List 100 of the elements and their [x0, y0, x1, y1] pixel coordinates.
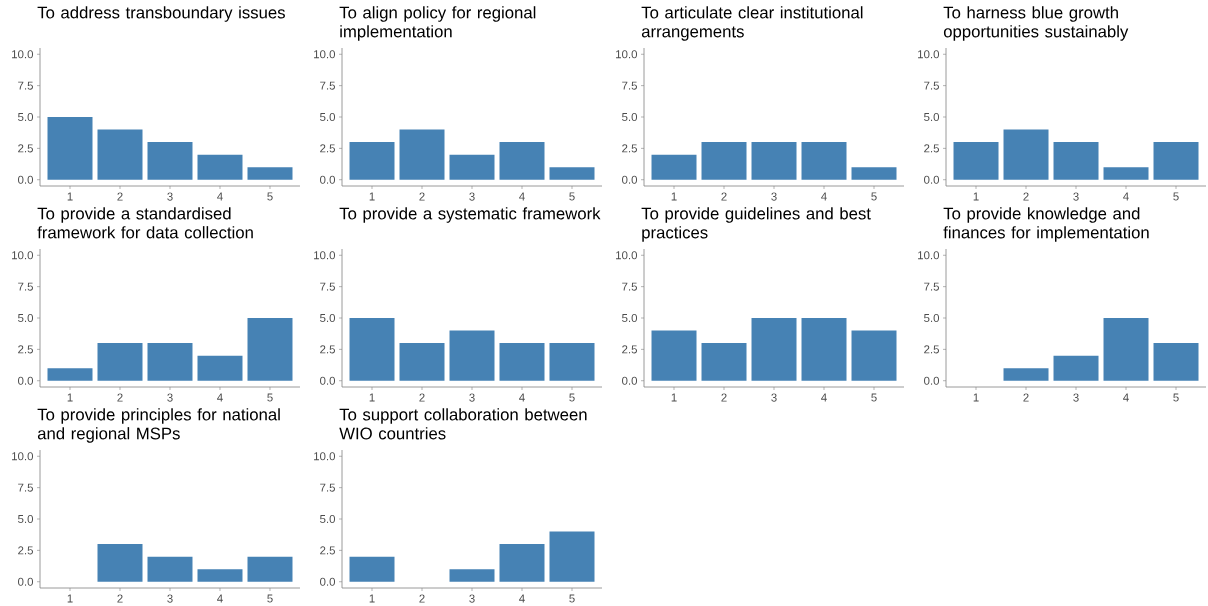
x-tick-label: 3 — [167, 393, 173, 402]
y-tick-label: 5.0 — [622, 313, 638, 323]
x-tick-label: 2 — [419, 594, 425, 603]
x-tick-label: 5 — [1173, 192, 1179, 201]
y-tick-label: 7.5 — [18, 282, 33, 291]
x-tick-label: 5 — [569, 192, 575, 201]
x-tick-label: 4 — [519, 393, 525, 402]
x-tick-label: 5 — [1173, 393, 1179, 402]
bar — [1153, 142, 1199, 180]
x-tick-label: 2 — [117, 393, 123, 402]
x-tick-label: 2 — [117, 192, 123, 201]
bar — [399, 343, 445, 381]
x-tick-label: 3 — [771, 192, 777, 201]
chart-title: To support collaboration between WIO countries — [339, 408, 587, 440]
x-tick-label: 3 — [469, 192, 475, 201]
bar — [651, 330, 697, 381]
bar — [499, 343, 545, 381]
x-tick-label: 3 — [469, 393, 475, 402]
x-tick-label: 1 — [973, 192, 979, 201]
y-tick-label: 0.0 — [18, 376, 34, 385]
y-tick-label: 7.5 — [622, 282, 638, 291]
y-tick-label: 5.0 — [924, 112, 940, 122]
x-tick-label: 2 — [117, 594, 123, 603]
y-tick-label: 2.5 — [622, 345, 638, 354]
chart-title: To provide guidelines and best practices — [641, 207, 871, 242]
x-tick-label: 4 — [217, 594, 223, 603]
y-tick-label: 0.0 — [320, 175, 336, 184]
bar — [147, 343, 193, 381]
y-tick-label: 7.5 — [924, 282, 940, 291]
x-tick-label: 5 — [267, 393, 273, 402]
bar — [549, 531, 595, 582]
chart-title: To articulate clear institutional arrangements — [641, 6, 863, 41]
bar — [499, 544, 545, 582]
chart-title: To address transboundary issues — [37, 6, 285, 22]
x-tick-label: 4 — [217, 393, 223, 402]
bar — [549, 343, 595, 381]
x-tick-label: 1 — [369, 393, 375, 402]
bar — [349, 318, 395, 381]
x-tick-label: 2 — [419, 192, 425, 201]
y-tick-label: 7.5 — [320, 81, 335, 90]
y-tick-label: 7.5 — [18, 483, 33, 492]
x-tick-label: 1 — [973, 393, 979, 402]
x-tick-label: 3 — [1073, 192, 1079, 201]
y-tick-label: 0.0 — [18, 577, 34, 586]
y-tick-label: 7.5 — [320, 282, 335, 291]
y-tick-label: 0.0 — [622, 376, 638, 385]
bar — [449, 330, 495, 381]
x-tick-label: 4 — [821, 192, 827, 201]
bar — [197, 154, 243, 180]
y-tick-label: 0.0 — [924, 175, 940, 184]
x-tick-label: 3 — [167, 594, 173, 603]
bar — [147, 556, 193, 582]
x-tick-label: 4 — [821, 393, 827, 402]
bar — [247, 318, 293, 381]
bar — [851, 167, 897, 180]
bar — [751, 142, 797, 180]
x-tick-label: 1 — [67, 192, 73, 201]
bar — [701, 142, 747, 180]
y-tick-label: 10.0 — [314, 50, 336, 59]
bar — [701, 343, 747, 381]
x-tick-label: 2 — [1023, 192, 1029, 201]
y-tick-label: 0.0 — [622, 175, 638, 184]
y-tick-label: 7.5 — [18, 81, 33, 90]
bar — [1103, 318, 1149, 381]
y-tick-label: 2.5 — [320, 144, 335, 153]
x-tick-label: 4 — [1123, 192, 1129, 201]
x-tick-label: 1 — [671, 192, 677, 201]
x-tick-label: 3 — [469, 594, 475, 603]
y-tick-label: 5.0 — [622, 112, 638, 122]
x-tick-label: 3 — [1073, 393, 1079, 402]
bar — [449, 154, 495, 180]
x-tick-label: 5 — [569, 594, 575, 603]
x-tick-label: 1 — [67, 594, 73, 603]
y-tick-label: 10.0 — [616, 50, 638, 59]
bar — [1153, 343, 1199, 381]
bar — [247, 556, 293, 582]
x-tick-label: 2 — [721, 393, 727, 402]
bar — [449, 569, 495, 582]
chart-title: To provide knowledge and finances for implementation — [943, 207, 1149, 242]
y-tick-label: 5.0 — [18, 313, 34, 323]
y-tick-label: 5.0 — [320, 112, 336, 122]
x-tick-label: 3 — [167, 192, 173, 201]
y-tick-label: 10.0 — [12, 452, 34, 461]
y-tick-label: 2.5 — [18, 546, 33, 555]
y-tick-label: 5.0 — [18, 112, 34, 122]
y-tick-label: 0.0 — [924, 376, 940, 385]
bar — [147, 142, 193, 180]
x-tick-label: 2 — [1023, 393, 1029, 402]
bar — [97, 129, 143, 180]
y-tick-label: 0.0 — [320, 376, 336, 385]
bar — [197, 569, 243, 582]
y-tick-label: 10.0 — [12, 251, 34, 260]
bar — [1003, 129, 1049, 180]
x-tick-label: 1 — [671, 393, 677, 402]
x-tick-label: 3 — [771, 393, 777, 402]
bar — [399, 129, 445, 180]
bar — [549, 167, 595, 180]
y-tick-label: 2.5 — [924, 144, 940, 153]
x-tick-label: 2 — [419, 393, 425, 402]
bar — [1003, 368, 1049, 381]
